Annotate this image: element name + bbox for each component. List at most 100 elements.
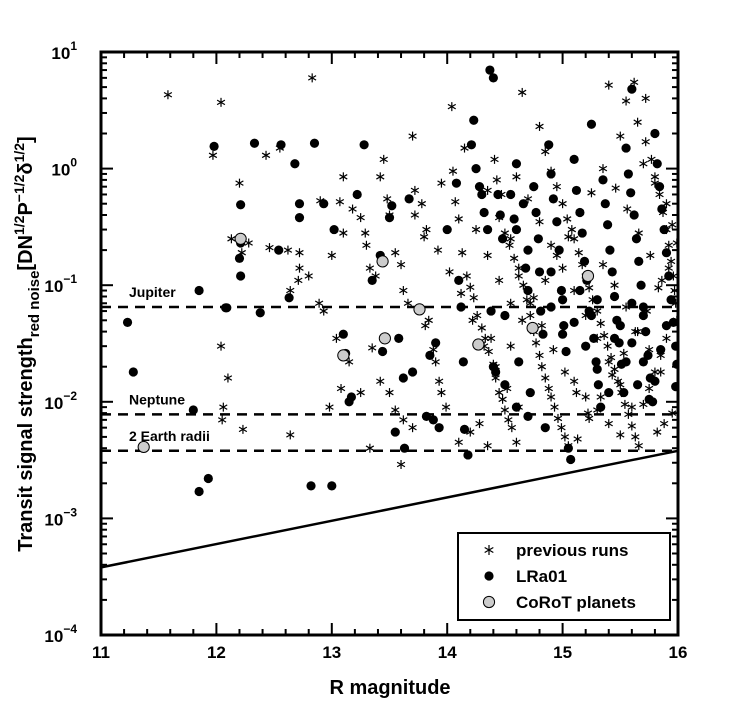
asterisk-marker bbox=[505, 240, 514, 250]
asterisk-marker bbox=[518, 87, 527, 97]
asterisk-marker bbox=[475, 419, 484, 429]
asterisk-stroke bbox=[468, 317, 477, 324]
asterisk-marker bbox=[535, 350, 544, 360]
asterisk-stroke bbox=[587, 190, 596, 196]
asterisk-marker bbox=[653, 427, 662, 437]
lra01-point bbox=[451, 178, 462, 188]
asterisk-stroke bbox=[454, 439, 463, 446]
asterisk-stroke bbox=[526, 312, 535, 319]
asterisk-stroke bbox=[314, 300, 324, 307]
asterisk-marker bbox=[294, 275, 303, 285]
asterisk-stroke bbox=[657, 277, 667, 284]
lra01-point bbox=[540, 423, 550, 433]
asterisk-marker bbox=[424, 315, 433, 325]
asterisk-stroke bbox=[603, 343, 612, 349]
lra01-point bbox=[484, 571, 494, 581]
asterisk-stroke bbox=[208, 152, 218, 159]
asterisk-stroke bbox=[604, 82, 613, 88]
lra01-point bbox=[566, 454, 576, 465]
asterisk-marker bbox=[616, 380, 625, 390]
asterisk-marker bbox=[549, 345, 558, 355]
asterisk-marker bbox=[261, 150, 271, 160]
lra01-point bbox=[367, 275, 377, 285]
asterisk-marker bbox=[569, 234, 579, 244]
asterisk-stroke bbox=[564, 234, 573, 240]
asterisk-stroke bbox=[656, 352, 665, 359]
asterisk-stroke bbox=[623, 206, 632, 212]
lra01-point bbox=[558, 295, 568, 305]
asterisk-marker bbox=[437, 388, 446, 398]
asterisk-stroke bbox=[307, 75, 317, 81]
asterisk-marker bbox=[535, 217, 544, 227]
asterisk-marker bbox=[624, 409, 633, 419]
asterisk-stroke bbox=[505, 242, 514, 249]
asterisk-stroke bbox=[662, 335, 671, 342]
asterisk-marker bbox=[471, 225, 481, 235]
lra01-point bbox=[352, 189, 362, 200]
lra01-point bbox=[548, 194, 558, 204]
asterisk-marker bbox=[546, 240, 556, 250]
asterisk-marker bbox=[458, 248, 467, 258]
asterisk-marker bbox=[610, 280, 619, 290]
corot-planet-point bbox=[581, 269, 595, 283]
asterisk-stroke bbox=[484, 546, 494, 554]
asterisk-stroke bbox=[399, 287, 408, 294]
asterisk-stroke bbox=[237, 249, 246, 256]
asterisk-marker bbox=[490, 154, 499, 164]
asterisk-marker bbox=[235, 178, 244, 188]
asterisk-marker bbox=[304, 271, 313, 281]
asterisk-marker bbox=[500, 405, 510, 415]
lra01-point bbox=[497, 234, 508, 244]
asterisk-stroke bbox=[619, 350, 628, 357]
asterisk-stroke bbox=[261, 152, 271, 159]
asterisk-marker bbox=[163, 90, 173, 100]
lra01-point bbox=[506, 189, 516, 200]
asterisk-marker bbox=[319, 306, 328, 316]
lra01-point bbox=[509, 214, 519, 224]
lra01-point bbox=[511, 402, 522, 412]
asterisk-marker bbox=[567, 225, 577, 235]
lra01-point bbox=[128, 367, 138, 377]
asterisk-marker bbox=[325, 402, 334, 412]
asterisk-stroke bbox=[604, 420, 613, 427]
asterisk-marker bbox=[219, 402, 228, 412]
asterisk-marker bbox=[537, 321, 547, 331]
y-axis-title-sup3: 1/2 bbox=[11, 143, 27, 163]
detection-limit-line bbox=[100, 449, 679, 569]
lra01-point bbox=[500, 310, 510, 321]
asterisk-stroke bbox=[616, 133, 625, 139]
asterisk-marker bbox=[332, 333, 341, 343]
asterisk-stroke bbox=[616, 381, 625, 388]
asterisk-stroke bbox=[325, 404, 334, 410]
lra01-point bbox=[327, 481, 337, 491]
lra01-point bbox=[122, 317, 133, 327]
y-tick-exponent: 1 bbox=[70, 39, 77, 53]
lra01-point bbox=[559, 321, 569, 331]
asterisk-marker bbox=[507, 423, 517, 433]
lra01-point bbox=[603, 220, 613, 230]
legend-label-lra01: LRa01 bbox=[516, 567, 567, 586]
lra01-point bbox=[531, 207, 541, 218]
lra01-point bbox=[236, 271, 246, 281]
corot-planet-point bbox=[337, 349, 350, 362]
lra01-point bbox=[581, 341, 591, 351]
lra01-point bbox=[479, 207, 489, 218]
asterisk-marker bbox=[537, 362, 547, 372]
asterisk-stroke bbox=[608, 372, 617, 378]
asterisk-marker bbox=[216, 341, 226, 351]
asterisk-stroke bbox=[599, 332, 609, 339]
asterisk-marker bbox=[433, 245, 443, 255]
lra01-point bbox=[284, 293, 294, 303]
asterisk-stroke bbox=[509, 255, 519, 262]
y-tick-label: 101 bbox=[51, 39, 77, 63]
y-tick-label: 100 bbox=[51, 156, 77, 180]
lra01-point bbox=[609, 291, 620, 302]
asterisk-stroke bbox=[563, 216, 572, 222]
asterisk-marker bbox=[419, 232, 429, 242]
asterisk-marker bbox=[526, 310, 535, 320]
asterisk-marker bbox=[544, 384, 553, 394]
asterisk-stroke bbox=[624, 411, 633, 418]
lra01-point bbox=[407, 367, 418, 377]
y-tick-label: 10−4 bbox=[44, 622, 77, 646]
